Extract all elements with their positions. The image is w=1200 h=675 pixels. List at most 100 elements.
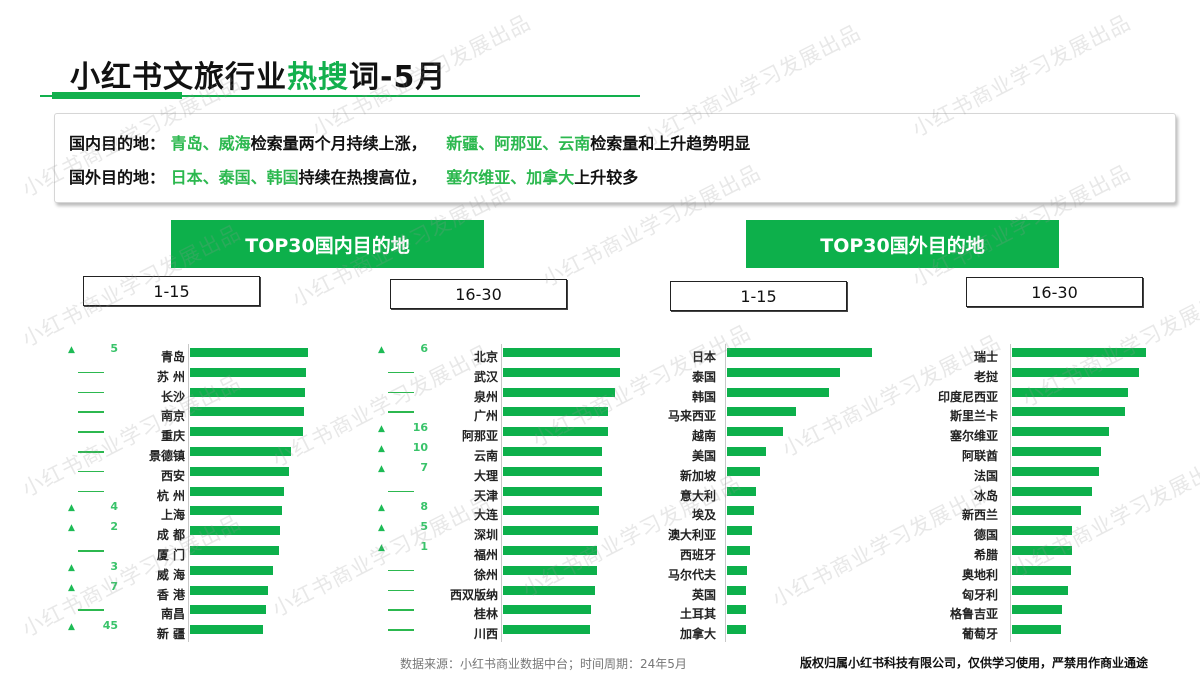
bar-row: 南京 bbox=[60, 403, 320, 423]
rank-unchanged-dash bbox=[388, 629, 414, 631]
data-bar bbox=[503, 348, 620, 357]
rank-unchanged-dash bbox=[388, 490, 414, 493]
data-bar bbox=[1012, 447, 1101, 456]
range-box-domestic-16-30: 16-30 bbox=[390, 279, 567, 309]
rank-up-icon: ▲ bbox=[378, 444, 385, 454]
category-label: 新 疆 bbox=[156, 627, 185, 642]
category-label: 香 港 bbox=[156, 587, 185, 602]
summary-text: 检索量两个月持续上涨， bbox=[250, 134, 427, 153]
title-suffix: 词-5月 bbox=[349, 60, 447, 95]
rank-up-icon: ▲ bbox=[68, 345, 75, 355]
data-bar bbox=[503, 546, 597, 555]
rank-unchanged-dash bbox=[78, 609, 104, 611]
summary-overseas: 国外目的地： 日本、泰国、韩国持续在热搜高位， 塞尔维亚、加拿大上升较多 bbox=[69, 164, 638, 188]
data-bar bbox=[1012, 486, 1092, 496]
bar-row: 青岛 ▲ 5 bbox=[60, 342, 320, 364]
data-bar bbox=[727, 348, 872, 357]
rank-unchanged-dash bbox=[78, 470, 104, 473]
data-bar bbox=[503, 407, 608, 417]
chart-axis bbox=[188, 344, 189, 642]
data-bar bbox=[190, 348, 308, 357]
category-label: 广州 bbox=[473, 409, 498, 424]
data-bar bbox=[1012, 407, 1125, 417]
chart-axis bbox=[1010, 344, 1011, 642]
rank-change-value: 5 bbox=[420, 520, 428, 534]
summary-highlight: 日本、泰国、韩国 bbox=[170, 168, 299, 187]
title-highlight: 热搜 bbox=[287, 60, 349, 95]
range-box-domestic-1-15: 1-15 bbox=[83, 276, 260, 306]
category-label: 泉州 bbox=[473, 389, 498, 404]
data-bar bbox=[503, 605, 591, 615]
category-label: 云南 bbox=[473, 449, 498, 463]
data-bar bbox=[727, 605, 746, 615]
data-bar bbox=[1012, 348, 1146, 357]
data-bar bbox=[190, 486, 284, 496]
bar-row: 澳大利亚 bbox=[660, 522, 900, 542]
data-bar bbox=[727, 407, 796, 417]
data-bar bbox=[727, 526, 752, 536]
page-title: 小红书文旅行业热搜词-5月 bbox=[70, 52, 446, 96]
category-label: 徐州 bbox=[473, 567, 498, 582]
category-label: 青岛 bbox=[160, 350, 185, 364]
rank-up-icon: ▲ bbox=[378, 523, 385, 534]
data-bar bbox=[1012, 387, 1128, 397]
rank-change-value: 7 bbox=[110, 579, 118, 593]
bar-row: 德国 bbox=[910, 522, 1160, 542]
data-bar bbox=[1012, 565, 1071, 575]
range-box-overseas-16-30: 16-30 bbox=[966, 277, 1143, 307]
category-label: 西双版纳 bbox=[449, 587, 498, 602]
bar-row: 法国 bbox=[910, 463, 1160, 483]
category-label: 土耳其 bbox=[679, 607, 716, 622]
range-box-overseas-1-15: 1-15 bbox=[670, 281, 847, 311]
summary-text: 上升较多 bbox=[574, 168, 639, 187]
bar-row: 深圳 ▲ 5 bbox=[370, 520, 630, 542]
bar-row: 瑞士 bbox=[910, 344, 1160, 364]
bar-row: 老挝 bbox=[910, 364, 1160, 384]
category-label: 意大利 bbox=[679, 488, 716, 503]
bar-row: 美国 bbox=[660, 443, 900, 463]
data-bar bbox=[1012, 585, 1068, 595]
category-label: 南昌 bbox=[160, 607, 185, 622]
bar-row: 土耳其 bbox=[660, 601, 900, 621]
category-label: 厦 门 bbox=[156, 548, 185, 562]
rank-unchanged-dash bbox=[388, 569, 414, 572]
bar-row: 塞尔维亚 bbox=[910, 423, 1160, 443]
bar-row: 广州 bbox=[370, 403, 630, 423]
bar-row: 日本 bbox=[660, 344, 900, 364]
rank-unchanged-dash bbox=[78, 391, 104, 394]
bar-row: 北京 ▲ 6 bbox=[370, 342, 630, 364]
bar-row: 越南 bbox=[660, 423, 900, 443]
data-bar bbox=[727, 387, 829, 397]
bar-row: 新加坡 bbox=[660, 463, 900, 483]
category-label: 景德镇 bbox=[148, 449, 185, 463]
rank-unchanged-dash bbox=[388, 411, 414, 413]
data-bar bbox=[503, 625, 590, 635]
bar-row: 葡萄牙 bbox=[910, 621, 1160, 641]
bar-row: 新西兰 bbox=[910, 502, 1160, 522]
category-label: 苏 州 bbox=[156, 369, 185, 384]
category-label: 澳大利亚 bbox=[667, 528, 716, 543]
copyright-note: 版权归属小红书科技有限公司，仅供学习使用，严禁用作商业通途 bbox=[800, 656, 1149, 670]
category-label: 德国 bbox=[973, 528, 998, 543]
summary-highlight: 塞尔维亚、加拿大 bbox=[446, 168, 575, 187]
bar-row: 斯里兰卡 bbox=[910, 403, 1160, 423]
rank-up-icon: ▲ bbox=[68, 523, 75, 534]
category-label: 希腊 bbox=[973, 548, 998, 562]
category-label: 塞尔维亚 bbox=[949, 429, 998, 444]
rank-change-value: 5 bbox=[110, 342, 118, 355]
data-bar bbox=[503, 486, 602, 496]
summary-text: 检索量和上升趋势明显 bbox=[590, 134, 751, 153]
rank-unchanged-dash bbox=[78, 451, 104, 453]
chart-axis bbox=[501, 344, 502, 642]
bar-row: 成 都 ▲ 2 bbox=[60, 520, 320, 543]
data-bar bbox=[727, 367, 840, 377]
data-bar bbox=[190, 367, 306, 377]
bar-row: 西安 bbox=[60, 463, 320, 483]
category-label: 马尔代夫 bbox=[667, 567, 716, 582]
category-label: 西安 bbox=[160, 468, 185, 483]
overseas-section-banner: TOP30国外目的地 bbox=[746, 220, 1059, 268]
category-label: 成 都 bbox=[156, 528, 185, 543]
bar-row: 马来西亚 bbox=[660, 403, 900, 423]
category-label: 杭 州 bbox=[156, 488, 185, 503]
bar-row: 上海 ▲ 4 bbox=[60, 500, 320, 522]
